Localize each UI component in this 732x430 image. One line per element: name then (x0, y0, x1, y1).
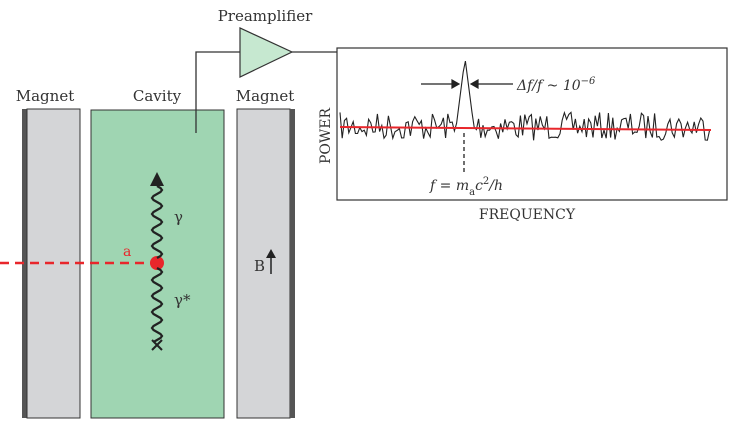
antenna-wire (195, 51, 240, 133)
spectrum-trace (339, 60, 711, 141)
field-label: B (254, 257, 265, 275)
frequency-axis-label: FREQUENCY (479, 207, 576, 223)
linewidth-label: Δf/f ~ 10−6 (516, 76, 596, 94)
preamplifier-label: Preamplifier (218, 7, 313, 25)
cross-icon (151, 339, 163, 351)
virtual-photon-wave (150, 267, 164, 343)
magnet-right (236, 108, 295, 419)
power-axis-label: POWER (318, 107, 334, 164)
axion-label: a (123, 244, 131, 260)
photon-label: γ (174, 208, 183, 226)
virtual-photon-label: γ* (174, 291, 191, 309)
photon-wave (150, 185, 164, 259)
field-arrow-icon (266, 249, 276, 274)
photon-arrowhead-icon (150, 172, 164, 186)
magnet-left-label: Magnet (16, 87, 74, 105)
magnet-right-label: Magnet (236, 87, 294, 105)
axion-conversion-point (150, 256, 164, 270)
linewidth-arrows-icon (421, 78, 513, 90)
baseline (339, 126, 712, 131)
cavity-label: Cavity (133, 87, 182, 105)
preamplifier-triangle (239, 27, 294, 78)
frequency-formula: f = mac2/h (429, 176, 503, 198)
